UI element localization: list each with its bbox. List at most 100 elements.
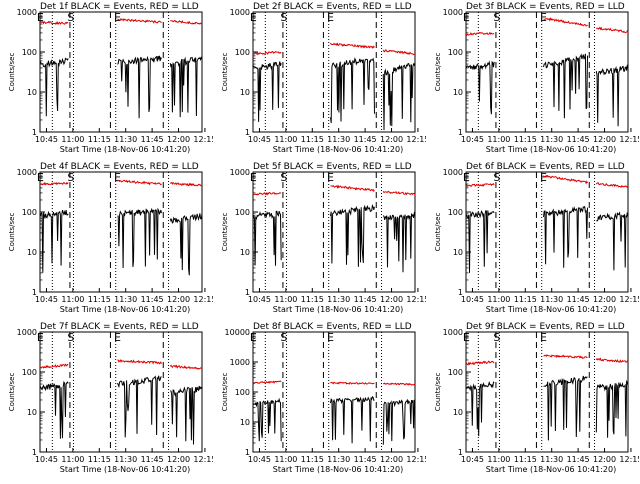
- chart-title: Det 6f BLACK = Events, RED = LLD: [466, 162, 625, 172]
- plot-frame: [252, 171, 416, 293]
- interval-marker-e: E: [463, 331, 470, 344]
- interval-marker-e: E: [250, 331, 257, 344]
- x-tick-label: 11:45: [567, 295, 590, 304]
- x-tick-label: 12:00: [167, 135, 190, 144]
- y-tick-label: 100: [448, 48, 463, 57]
- events-series-line: [117, 55, 162, 119]
- lld-series-line: [252, 191, 282, 196]
- y-tick-label: 10: [453, 88, 463, 97]
- interval-marker-e: E: [463, 11, 470, 24]
- interval-marker-s: S: [493, 331, 500, 344]
- plot-frame: [39, 11, 203, 133]
- events-series-line: [330, 203, 375, 267]
- y-tick-label: 1: [458, 448, 463, 457]
- x-tick-label: 11:30: [114, 295, 137, 304]
- x-tick-label: 11:15: [301, 295, 324, 304]
- y-axis-title: Counts/sec: [8, 53, 16, 92]
- events-series-line: [465, 210, 495, 273]
- x-axis-title: Start Time (18-Nov-06 10:41:20): [486, 145, 616, 154]
- detector-panel-1: Det 1f BLACK = Events, RED = LLD 1 10 100 10…: [0, 0, 216, 160]
- x-tick-label: 11:30: [327, 295, 350, 304]
- x-tick-label: 12:15: [619, 135, 639, 144]
- y-axis-title: Counts/sec: [221, 373, 229, 412]
- y-axis-title: Counts/sec: [221, 53, 229, 92]
- lld-series-line: [330, 381, 375, 385]
- x-tick-label: 11:15: [514, 455, 537, 464]
- y-tick-label: 100: [235, 388, 250, 397]
- events-series-line: [596, 211, 629, 271]
- interval-marker-e: E: [250, 11, 257, 24]
- interval-marker-e: E: [114, 171, 121, 184]
- y-axis-title: Counts/sec: [8, 213, 16, 252]
- lld-series-line: [465, 360, 495, 366]
- events-series-line: [117, 207, 162, 269]
- events-series-line: [595, 64, 629, 127]
- lld-series-line: [330, 184, 375, 193]
- plot-frame: [39, 171, 203, 293]
- y-tick-label: 1000: [17, 328, 37, 337]
- x-tick-label: 12:15: [406, 295, 426, 304]
- y-axis-title: Counts/sec: [221, 213, 229, 252]
- x-tick-label: 11:00: [487, 135, 510, 144]
- x-tick-label: 11:45: [354, 135, 377, 144]
- x-tick-label: 11:15: [88, 135, 111, 144]
- x-tick-label: 12:15: [193, 455, 213, 464]
- x-tick-label: 11:00: [274, 135, 297, 144]
- detector-chart-svg: Det 9f BLACK = Events, RED = LLD 1 10 100 10…: [434, 322, 640, 474]
- detector-panel-3: Det 3f BLACK = Events, RED = LLD 1 10 100 10…: [426, 0, 640, 160]
- lld-series-line: [252, 380, 282, 385]
- events-series-line: [595, 379, 629, 438]
- x-tick-label: 10:45: [248, 295, 271, 304]
- interval-marker-s: S: [280, 171, 287, 184]
- interval-marker-e: E: [540, 171, 547, 184]
- y-tick-label: 1: [32, 288, 37, 297]
- y-tick-label: 1000: [230, 8, 250, 17]
- lld-series-line: [543, 174, 588, 185]
- events-series-line: [117, 375, 162, 438]
- y-tick-label: 100: [448, 368, 463, 377]
- detector-chart-svg: Det 7f BLACK = Events, RED = LLD 1 10 100 10…: [8, 322, 216, 474]
- x-tick-label: 12:15: [193, 135, 213, 144]
- x-tick-label: 12:15: [619, 455, 639, 464]
- x-tick-label: 11:30: [540, 135, 563, 144]
- x-axis-title: Start Time (18-Nov-06 10:41:20): [273, 305, 403, 314]
- x-tick-label: 11:00: [487, 295, 510, 304]
- y-tick-label: 1000: [17, 168, 37, 177]
- y-tick-label: 10: [240, 88, 250, 97]
- x-tick-label: 12:00: [593, 455, 616, 464]
- x-tick-label: 12:00: [593, 295, 616, 304]
- lld-series-line: [117, 179, 162, 186]
- x-tick-label: 11:30: [114, 135, 137, 144]
- y-axis-title: Counts/sec: [434, 213, 442, 252]
- detector-panel-2: Det 2f BLACK = Events, RED = LLD 1 10 100 10…: [213, 0, 429, 160]
- x-tick-label: 11:15: [88, 295, 111, 304]
- x-tick-label: 12:15: [406, 455, 426, 464]
- detector-chart-svg: Det 1f BLACK = Events, RED = LLD 1 10 100 10…: [8, 2, 216, 154]
- lld-series-line: [170, 19, 203, 25]
- chart-title: Det 2f BLACK = Events, RED = LLD: [253, 2, 412, 12]
- y-tick-label: 1: [458, 128, 463, 137]
- detector-chart-svg: Det 6f BLACK = Events, RED = LLD 1 10 100 10…: [434, 162, 640, 314]
- chart-title: Det 7f BLACK = Events, RED = LLD: [40, 322, 199, 332]
- y-tick-label: 1: [32, 128, 37, 137]
- y-tick-label: 1000: [443, 8, 463, 17]
- lld-series-line: [39, 181, 69, 186]
- x-tick-label: 11:00: [274, 455, 297, 464]
- x-tick-label: 11:15: [301, 455, 324, 464]
- x-axis-title: Start Time (18-Nov-06 10:41:20): [60, 465, 190, 474]
- y-tick-label: 10: [27, 88, 37, 97]
- events-series-line: [169, 213, 203, 276]
- x-tick-label: 11:15: [514, 295, 537, 304]
- detector-panel-9: Det 9f BLACK = Events, RED = LLD 1 10 100 10…: [426, 320, 640, 480]
- x-tick-label: 12:15: [406, 135, 426, 144]
- interval-marker-e: E: [540, 11, 547, 24]
- interval-marker-s: S: [493, 171, 500, 184]
- x-tick-label: 11:00: [487, 455, 510, 464]
- interval-marker-e: E: [37, 11, 44, 24]
- y-tick-label: 10000: [225, 328, 250, 337]
- y-tick-label: 1: [245, 448, 250, 457]
- interval-marker-e: E: [327, 331, 334, 344]
- x-tick-label: 11:00: [61, 295, 84, 304]
- y-tick-label: 10: [240, 248, 250, 257]
